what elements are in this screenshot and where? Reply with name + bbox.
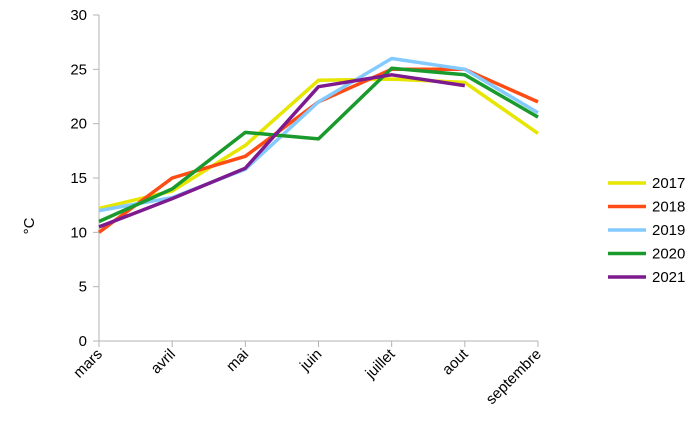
y-tick-label: 30: [70, 7, 87, 24]
x-tick-label: juin: [296, 346, 325, 375]
x-tick-label: mars: [70, 346, 106, 382]
series-line-2021: [98, 73, 466, 229]
y-tick-label: 5: [79, 279, 87, 296]
legend-label-2018: 2018: [652, 199, 685, 216]
legend: 2017 2018 2019 2020 2021: [608, 175, 685, 286]
x-tick-label: mai: [223, 346, 252, 375]
x-tick-label: avril: [148, 346, 179, 377]
y-tick-label: 10: [70, 224, 87, 241]
x-tick-label: aout: [439, 345, 472, 378]
chart-axes: [93, 15, 539, 347]
y-ticks: 0 5 10 15 20 25 30: [70, 7, 99, 350]
series-line-2018: [97, 67, 539, 234]
y-tick-label: 15: [70, 170, 87, 187]
legend-label-2020: 2020: [652, 246, 685, 263]
legend-label-2021: 2021: [652, 269, 685, 286]
y-tick-label: 25: [70, 61, 87, 78]
y-axis-label: °C: [21, 217, 38, 234]
series-lines: [97, 56, 540, 234]
series-line-2020: [98, 66, 539, 224]
x-tick-label: septembre: [483, 346, 545, 408]
x-ticks: mars avril mai juin juillet aout septembre: [70, 341, 545, 408]
legend-label-2017: 2017: [652, 175, 685, 192]
y-tick-label: 0: [79, 333, 87, 350]
series-line-2017: [98, 77, 540, 211]
y-tick-label: 20: [70, 116, 87, 133]
x-tick-label: juillet: [362, 345, 399, 382]
legend-label-2019: 2019: [652, 222, 685, 239]
